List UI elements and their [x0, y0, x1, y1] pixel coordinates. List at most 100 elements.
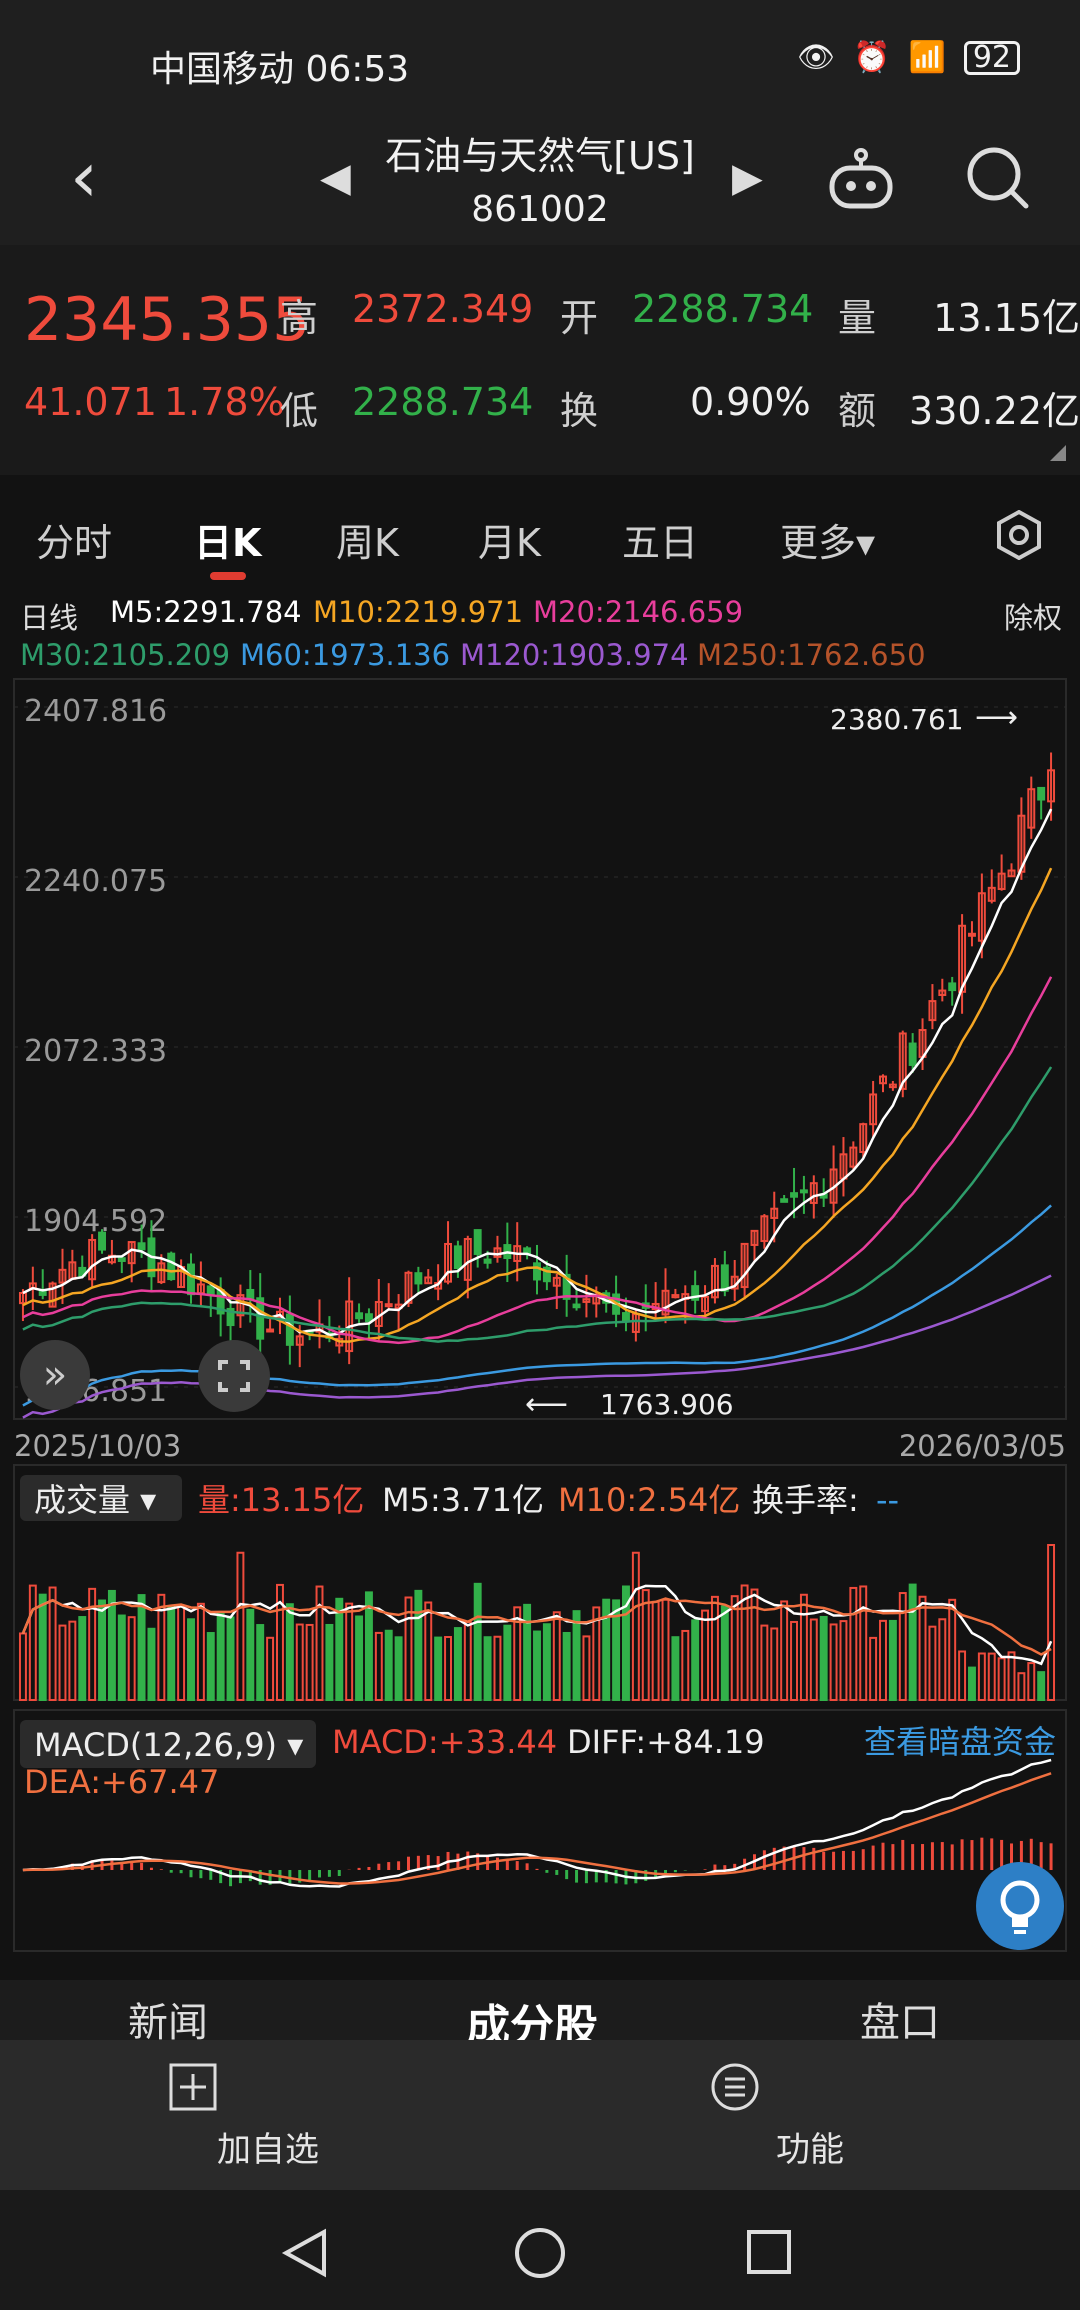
volume-bar — [928, 1625, 937, 1702]
volume-bar — [671, 1636, 680, 1701]
volume-bar — [453, 1627, 462, 1701]
volume-bar — [127, 1616, 136, 1702]
volume-bar — [859, 1585, 868, 1702]
rights-button[interactable]: 除权 — [1003, 601, 1062, 635]
volume-bar — [918, 1595, 927, 1701]
volume-bar — [533, 1630, 541, 1701]
dea-line — [22, 1772, 1052, 1885]
nav-home-icon[interactable] — [513, 2226, 567, 2280]
candle-body — [898, 1032, 907, 1090]
change-percent: 1.78% — [164, 380, 285, 424]
volume-bar — [809, 1618, 818, 1702]
add-watchlist-button[interactable]: 加自选 — [168, 2062, 368, 2171]
fullscreen-icon[interactable] — [198, 1340, 270, 1412]
volume-bar — [167, 1605, 176, 1702]
volume-bar — [691, 1619, 700, 1701]
x-label-start: 2025/10/03 — [14, 1429, 181, 1463]
macd-selector-bg — [20, 1720, 316, 1768]
function-button[interactable]: 功能 — [710, 2062, 910, 2171]
volume-bar — [157, 1593, 166, 1701]
robot-icon[interactable] — [826, 148, 896, 210]
tab-order-book[interactable]: 盘口 — [860, 2000, 940, 2040]
volume-bar — [1037, 1671, 1046, 1702]
volume-bar — [38, 1593, 47, 1702]
candle-body — [355, 1312, 364, 1320]
ma60-line — [22, 1204, 1052, 1407]
menu-circle-icon — [711, 2063, 759, 2111]
tab-monthly-k[interactable]: 月K — [478, 521, 541, 565]
ma60-label: M60:1973.136 — [240, 638, 451, 672]
tab-more[interactable]: 更多▾ — [780, 521, 876, 565]
stock-code: 861002 — [471, 189, 609, 230]
volume-bar — [137, 1594, 146, 1702]
volume-bar — [720, 1605, 729, 1702]
alarm-icon: ⏰ — [853, 40, 891, 75]
back-button[interactable]: ‹ — [70, 136, 98, 218]
volume-bar — [384, 1629, 393, 1702]
next-stock-icon[interactable]: ▶ — [732, 155, 763, 201]
candle-body — [780, 1198, 789, 1203]
lightbulb-fab[interactable] — [976, 1862, 1064, 1950]
candle-body — [671, 1294, 680, 1299]
kline-chart[interactable]: 2407.8162240.0752072.3331904.5921736.851… — [0, 675, 1080, 1955]
tab-daily-k[interactable]: 日K — [194, 521, 262, 565]
ma30-label: M30:2105.209 — [20, 638, 231, 672]
volume-bar — [750, 1588, 759, 1701]
tab-components[interactable]: 成分股 — [466, 2001, 598, 2040]
signal-icon: 📶 — [908, 40, 946, 75]
candle-body — [938, 989, 947, 997]
ma20-line — [22, 976, 1053, 1345]
volume-bar — [1017, 1672, 1026, 1701]
volume-bar — [394, 1636, 403, 1701]
candle-body — [463, 1237, 472, 1281]
candle-body — [928, 1000, 937, 1022]
volume-bar — [315, 1585, 324, 1702]
amount-label: 额 — [838, 389, 877, 433]
candle-body — [117, 1257, 126, 1262]
candle-body — [661, 1289, 670, 1316]
candle-body — [473, 1229, 482, 1255]
expand-left-icon[interactable]: » — [20, 1340, 90, 1410]
candle-body — [285, 1313, 294, 1346]
volume-bar — [622, 1585, 630, 1701]
volume-bar — [473, 1582, 482, 1701]
volume-bar — [493, 1635, 502, 1701]
tab-fenshi[interactable]: 分时 — [36, 521, 113, 565]
volume-bar — [424, 1601, 433, 1701]
volume-bar — [552, 1611, 561, 1701]
high-value: 2372.349 — [352, 287, 534, 331]
volume-bar — [849, 1586, 858, 1701]
candle-body — [740, 1242, 749, 1289]
chart-area[interactable]: 2407.816 2240.075 2072.333 1904.592 1736.851… — [0, 675, 1080, 1955]
nav-recents-icon[interactable] — [745, 2228, 793, 2276]
candle-body — [562, 1273, 571, 1300]
volume-selector-bg — [20, 1475, 182, 1521]
eye-icon: 👁 — [797, 40, 836, 75]
volume-bar — [572, 1610, 581, 1701]
settings-icon[interactable] — [994, 510, 1044, 560]
prev-stock-icon[interactable]: ◀ — [320, 155, 351, 201]
expand-corner-icon[interactable] — [1050, 445, 1066, 461]
tab-five-day[interactable]: 五日 — [622, 521, 699, 565]
candle-body — [266, 1328, 275, 1333]
candle-body — [226, 1307, 235, 1327]
open-label: 开 — [560, 296, 599, 340]
volume-bar — [681, 1629, 690, 1701]
volume-bar — [661, 1598, 670, 1701]
turnover-label: 换 — [560, 389, 599, 433]
candle-body — [908, 1042, 917, 1066]
volume-label: 量:13.15亿 — [198, 1481, 364, 1519]
search-icon[interactable] — [962, 142, 1032, 212]
ma250-label: M250:1762.650 — [697, 638, 926, 672]
tab-news[interactable]: 新闻 — [128, 2000, 208, 2040]
volume-bar — [730, 1595, 739, 1702]
candle-body — [1017, 814, 1026, 873]
ma120-label: M120:1903.974 — [460, 638, 689, 672]
tab-weekly-k[interactable]: 周K — [336, 521, 399, 565]
dark-pool-link: 查看暗盘资金 — [864, 1723, 1056, 1761]
volume-bar — [266, 1636, 275, 1702]
dea-value: DEA:+67.47 — [24, 1763, 219, 1801]
turnover-rate-value: -- — [876, 1481, 899, 1519]
candle-body — [987, 886, 996, 902]
nav-back-icon[interactable] — [280, 2228, 330, 2278]
